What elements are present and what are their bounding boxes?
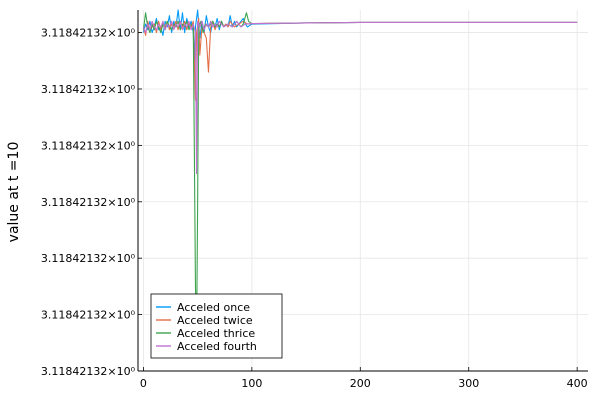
legend-box <box>150 293 283 359</box>
y-tick-label: 3.11842132×10⁰ <box>41 83 136 96</box>
legend-entry-label: Acceled fourth <box>177 340 257 353</box>
x-tick-label: 200 <box>350 377 371 390</box>
y-axis-label: value at t =10 <box>6 142 22 243</box>
y-tick-label: 3.11842132×10⁰ <box>41 365 136 378</box>
legend-entry-label: Acceled thrice <box>177 327 255 340</box>
series-line-3 <box>142 12 578 344</box>
legend-entry-label: Acceled once <box>177 301 250 314</box>
legend-entry-label: Acceled twice <box>177 314 253 327</box>
x-tick-label: 300 <box>458 377 479 390</box>
x-tick-label: 400 <box>567 377 588 390</box>
y-tick-label: 3.11842132×10⁰ <box>41 196 136 209</box>
series-lines <box>142 9 578 344</box>
y-tick-label: 3.11842132×10⁰ <box>41 27 136 40</box>
x-tick-label: 100 <box>241 377 262 390</box>
axes <box>137 10 588 372</box>
x-tick-label: 0 <box>140 377 147 390</box>
y-tick-label: 3.11842132×10⁰ <box>41 309 136 322</box>
series-line-4 <box>142 20 578 175</box>
x-ticks: 0 100 200 300 400 <box>140 367 588 390</box>
y-tick-label: 3.11842132×10⁰ <box>41 139 136 152</box>
y-tick-label: 3.11842132×10⁰ <box>41 252 136 265</box>
y-ticks: 3.11842132×10⁰ 3.11842132×10⁰ 3.11842132×1… <box>41 27 142 378</box>
